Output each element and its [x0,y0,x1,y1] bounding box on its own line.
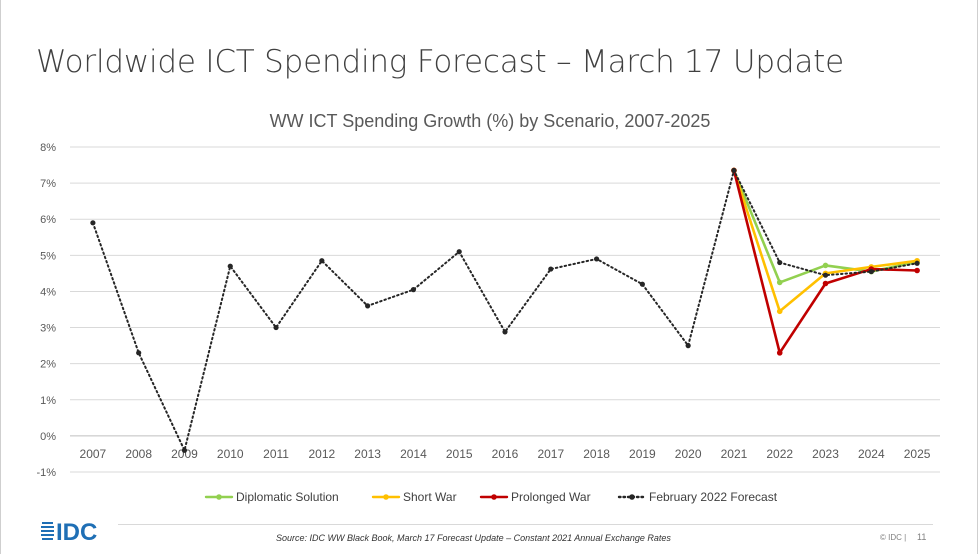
data-point [868,268,874,275]
x-tick-label: 2013 [354,447,381,461]
y-tick-label: 1% [40,395,56,407]
data-point [502,329,508,335]
y-tick-label: 2% [40,359,56,371]
page-number: 11 [917,532,927,542]
legend-label: February 2022 Forecast [649,490,778,504]
data-point [410,287,417,293]
y-tick-label: 0% [40,431,56,443]
series-lines [90,167,920,453]
y-tick-label: 4% [40,286,56,298]
series-line [91,169,919,452]
y-tick-label: 5% [40,250,56,262]
x-tick-label: 2012 [308,447,335,461]
data-point [365,303,371,309]
y-axis-ticks: -1% 0% 1% 2% 3% 4% 5% 6% 7% 8% [36,142,56,479]
idc-logo: IDC [40,517,116,548]
data-point [181,447,188,453]
legend-swatch-marker [629,494,635,500]
x-tick-label: 2025 [904,447,931,461]
slide-title: Worldwide ICT Spending Forecast – March … [36,44,844,80]
data-point [776,279,783,286]
idc-globe-icon [41,522,54,540]
legend-label: Diplomatic Solution [236,490,339,504]
legend-swatch-marker [383,494,389,500]
data-point [90,220,96,226]
x-tick-label: 2010 [217,447,244,461]
data-point [593,256,600,262]
series-short-war [731,167,920,315]
legend-item: February 2022 Forecast [617,490,778,504]
data-point [776,350,783,356]
x-tick-label: 2024 [858,447,885,461]
data-point [319,258,325,264]
data-point [731,167,737,174]
legend: Diplomatic Solution Short War Prolonged Wa… [204,490,778,504]
x-axis-ticks: 2007 2008 2009 2010 2011 2012 2013 2014 2015 2016… [80,447,931,461]
legend-label: Prolonged War [511,490,591,504]
idc-logo-text: IDC [56,519,97,543]
legend-item: Prolonged War [479,490,591,504]
legend-item: Diplomatic Solution [204,490,339,504]
data-point [227,263,233,269]
x-tick-label: 2015 [446,447,473,461]
data-point [776,308,783,315]
series-february-2022-forecast [90,167,920,453]
copyright: © IDC | [880,533,907,542]
data-point [914,267,920,274]
x-tick-label: 2019 [629,447,656,461]
x-tick-label: 2020 [675,447,702,461]
x-tick-label: 2008 [125,447,152,461]
data-point [777,259,783,266]
data-point [456,249,462,255]
x-tick-label: 2017 [537,447,564,461]
data-point [273,324,279,331]
gridlines [70,146,940,473]
x-tick-label: 2022 [766,447,793,461]
data-point [685,343,691,349]
slide-right-edge [977,0,978,554]
y-tick-label: -1% [36,467,56,479]
x-tick-label: 2018 [583,447,610,461]
chart-title: WW ICT Spending Growth (%) by Scenario, … [270,111,711,131]
legend-swatch-marker [216,494,222,500]
data-point [548,266,554,272]
x-tick-label: 2014 [400,447,427,461]
x-tick-label: 2023 [812,447,839,461]
legend-item: Short War [371,490,457,504]
footer-divider [118,524,933,525]
data-point [136,350,142,356]
legend-label: Short War [403,490,457,504]
x-tick-label: 2009 [171,447,198,461]
series-line [732,169,919,355]
legend-swatch-marker [491,494,497,500]
x-tick-label: 2021 [721,447,748,461]
data-point [822,280,829,287]
data-point [822,262,829,269]
x-tick-label: 2016 [492,447,519,461]
x-tick-label: 2007 [80,447,107,461]
y-tick-label: 7% [40,178,56,190]
y-tick-label: 8% [40,142,56,154]
data-point [822,272,829,278]
y-tick-label: 3% [40,323,56,335]
slide-left-edge [0,0,1,554]
source-note: Source: IDC WW Black Book, March 17 Fore… [276,533,671,543]
data-point [914,260,920,266]
y-tick-label: 6% [40,214,56,226]
x-tick-label: 2011 [263,447,289,461]
data-point [639,281,645,287]
